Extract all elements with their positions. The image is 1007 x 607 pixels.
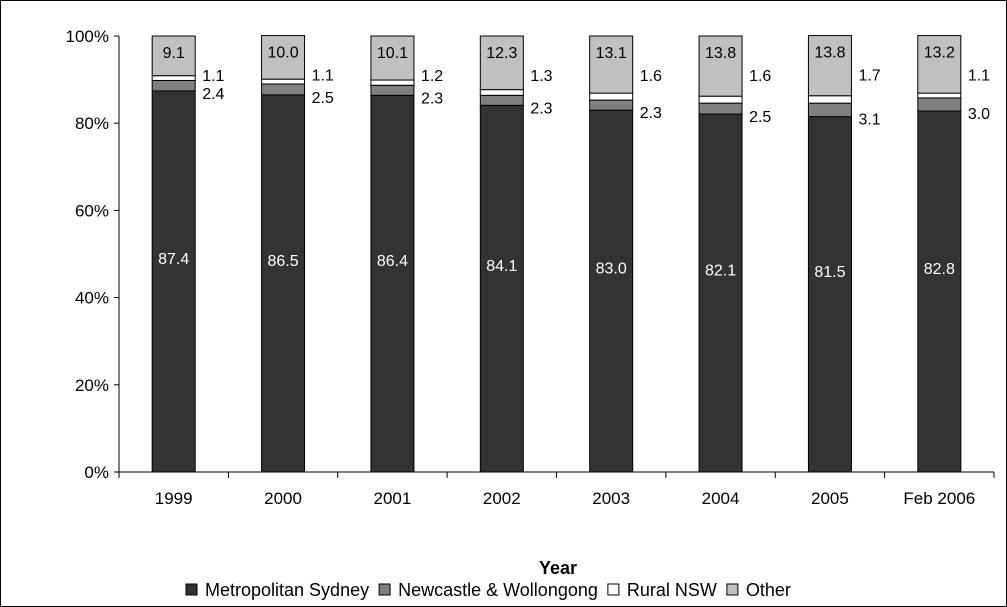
rural-nsw-data-label: 1.6 bbox=[749, 68, 771, 85]
y-axis: 0% 20% 40% 60% 80% 100% bbox=[66, 27, 120, 482]
y-tick-label: 0% bbox=[84, 463, 109, 482]
y-tick-label: 20% bbox=[75, 376, 109, 395]
other-data-label: 10.1 bbox=[377, 45, 408, 62]
newcastle-wollongong-data-label: 2.4 bbox=[202, 86, 224, 103]
other-bar bbox=[698, 35, 743, 97]
other-bar bbox=[589, 35, 634, 94]
metropolitan-sydney-data-label: 82.8 bbox=[924, 261, 955, 278]
x-tick-label: 2004 bbox=[702, 489, 740, 508]
legend-label: Metropolitan Sydney bbox=[205, 580, 369, 600]
other-bar bbox=[370, 35, 415, 81]
newcastle-wollongong-bar bbox=[698, 102, 743, 115]
rural-nsw-data-label: 1.2 bbox=[421, 68, 443, 85]
x-tick-label: 1999 bbox=[155, 489, 193, 508]
x-tick-label: 2005 bbox=[811, 489, 849, 508]
rural-nsw-bar bbox=[589, 92, 634, 101]
rural-nsw-bar bbox=[151, 75, 196, 81]
data-labels: 87.49.11.12.486.510.01.12.586.410.11.22.… bbox=[158, 45, 990, 281]
bars bbox=[151, 35, 962, 473]
rural-nsw-bar bbox=[807, 95, 852, 104]
legend-swatch bbox=[607, 583, 620, 596]
other-data-label: 10.0 bbox=[267, 45, 298, 62]
legend-swatch bbox=[378, 583, 391, 596]
newcastle-wollongong-bar bbox=[917, 97, 962, 112]
legend: Metropolitan Sydney Newcastle & Wollongon… bbox=[185, 580, 791, 600]
other-data-label: 13.1 bbox=[596, 45, 627, 62]
metropolitan-sydney-bar bbox=[151, 90, 196, 473]
y-tick-label: 40% bbox=[75, 289, 109, 308]
x-tick-label: 2001 bbox=[374, 489, 412, 508]
rural-nsw-bar bbox=[479, 89, 524, 96]
metropolitan-sydney-data-label: 87.4 bbox=[158, 251, 189, 268]
y-tick-label: 80% bbox=[75, 114, 109, 133]
rural-nsw-data-label: 1.1 bbox=[968, 68, 990, 85]
metropolitan-sydney-bar bbox=[807, 116, 852, 473]
newcastle-wollongong-bar bbox=[151, 79, 196, 92]
newcastle-wollongong-data-label: 2.5 bbox=[749, 109, 771, 126]
legend-label: Rural NSW bbox=[627, 580, 717, 600]
rural-nsw-data-label: 1.1 bbox=[202, 68, 224, 85]
rural-nsw-data-label: 1.3 bbox=[530, 68, 552, 85]
rural-nsw-data-label: 1.7 bbox=[858, 68, 880, 85]
other-bar bbox=[261, 35, 306, 80]
metropolitan-sydney-data-label: 84.1 bbox=[486, 258, 517, 275]
y-tick-label: 60% bbox=[75, 201, 109, 220]
legend-item-other: Other bbox=[726, 580, 791, 600]
metropolitan-sydney-bar bbox=[917, 110, 962, 473]
metropolitan-sydney-bar bbox=[370, 94, 415, 473]
other-data-label: 13.8 bbox=[814, 45, 845, 62]
legend-swatch bbox=[726, 583, 739, 596]
rural-nsw-bar bbox=[698, 95, 743, 104]
newcastle-wollongong-bar bbox=[479, 94, 524, 106]
newcastle-wollongong-data-label: 2.3 bbox=[640, 105, 662, 122]
metropolitan-sydney-data-label: 81.5 bbox=[814, 264, 845, 281]
metropolitan-sydney-data-label: 83.0 bbox=[596, 261, 627, 278]
rural-nsw-bar bbox=[261, 78, 306, 85]
rural-nsw-data-label: 1.1 bbox=[312, 68, 334, 85]
metropolitan-sydney-data-label: 86.4 bbox=[377, 253, 408, 270]
other-data-label: 9.1 bbox=[163, 45, 185, 62]
metropolitan-sydney-bar bbox=[261, 94, 306, 473]
newcastle-wollongong-data-label: 2.3 bbox=[421, 90, 443, 107]
newcastle-wollongong-bar bbox=[261, 83, 306, 96]
newcastle-wollongong-data-label: 2.5 bbox=[312, 90, 334, 107]
newcastle-wollongong-data-label: 3.1 bbox=[858, 112, 880, 129]
newcastle-wollongong-bar bbox=[370, 84, 415, 96]
other-bar bbox=[151, 35, 196, 77]
newcastle-wollongong-bar bbox=[807, 102, 852, 118]
metropolitan-sydney-bar bbox=[479, 104, 524, 473]
rural-nsw-bar bbox=[917, 92, 962, 99]
legend-item-newcastle-wollongong: Newcastle & Wollongong bbox=[378, 580, 598, 600]
other-data-label: 13.8 bbox=[705, 45, 736, 62]
metropolitan-sydney-data-label: 82.1 bbox=[705, 263, 736, 280]
legend-item-rural-nsw: Rural NSW bbox=[607, 580, 717, 600]
rural-nsw-bar bbox=[370, 79, 415, 86]
x-tick-label: 2002 bbox=[483, 489, 521, 508]
legend-label: Other bbox=[746, 580, 791, 600]
legend-label: Newcastle & Wollongong bbox=[398, 580, 598, 600]
x-tick-label: 2000 bbox=[264, 489, 302, 508]
x-tick-label: 2003 bbox=[592, 489, 630, 508]
other-bar bbox=[479, 35, 524, 91]
other-bar bbox=[917, 35, 962, 94]
metropolitan-sydney-data-label: 86.5 bbox=[267, 253, 298, 270]
metropolitan-sydney-bar bbox=[589, 109, 634, 473]
legend-item-metropolitan-sydney: Metropolitan Sydney bbox=[185, 580, 369, 600]
legend-swatch bbox=[185, 583, 198, 596]
x-axis-title: Year bbox=[539, 558, 577, 578]
other-bar bbox=[807, 35, 852, 97]
other-data-label: 13.2 bbox=[924, 45, 955, 62]
y-tick-label: 100% bbox=[66, 27, 109, 46]
x-axis: 1999 2000 2001 2002 2003 2004 2005 Feb 2006 bbox=[118, 471, 995, 508]
x-tick-label: Feb 2006 bbox=[903, 489, 975, 508]
newcastle-wollongong-bar bbox=[589, 99, 634, 111]
metropolitan-sydney-bar bbox=[698, 113, 743, 473]
newcastle-wollongong-data-label: 3.0 bbox=[968, 106, 990, 123]
other-data-label: 12.3 bbox=[486, 45, 517, 62]
rural-nsw-data-label: 1.6 bbox=[640, 68, 662, 85]
newcastle-wollongong-data-label: 2.3 bbox=[530, 100, 552, 117]
